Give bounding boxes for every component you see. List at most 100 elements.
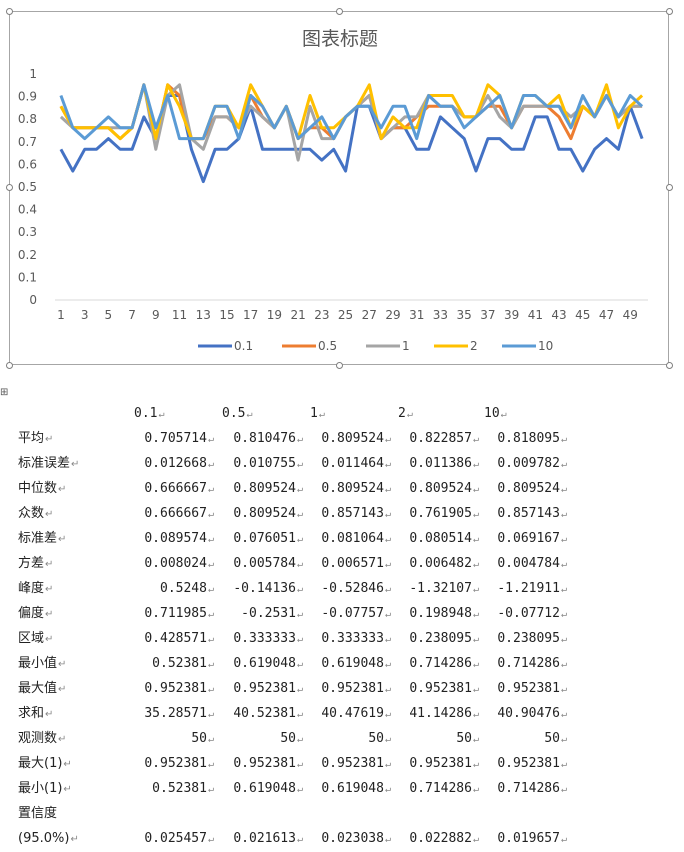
x-tick-label: 23 <box>314 308 329 322</box>
y-tick-label: 0.4 <box>18 203 37 217</box>
table-row: 求和↵ 35.28571↵ 40.52381↵ 40.47619↵ 41.14286↵ 4… <box>0 702 684 726</box>
table-cell: -0.52846↵ <box>321 581 391 596</box>
paragraph-mark: ↵ <box>45 609 54 620</box>
x-tick-label: 1 <box>57 308 65 322</box>
paragraph-mark: ↵ <box>560 534 567 545</box>
paragraph-mark: ↵ <box>384 734 391 745</box>
table-cell: 35.28571↵ <box>144 706 214 721</box>
paragraph-mark: ↵ <box>296 434 303 445</box>
paragraph-mark: ↵ <box>472 559 479 570</box>
table-cell: 0.076051↵ <box>233 531 303 546</box>
y-tick-label: 0 <box>29 293 37 307</box>
paragraph-mark: ↵ <box>71 459 80 470</box>
paragraph-mark: ↵ <box>58 534 67 545</box>
row-label: 中位数↵ <box>18 481 67 496</box>
row-label: 众数↵ <box>18 506 54 521</box>
resize-handle-bottom-mid[interactable] <box>336 362 343 369</box>
paragraph-mark: ↵ <box>58 684 67 695</box>
x-tick-label: 41 <box>528 308 543 322</box>
paragraph-mark: ↵ <box>45 634 54 645</box>
table-cell: 0.019657↵ <box>497 831 567 846</box>
row-label: (95.0%)↵ <box>18 831 79 846</box>
table-cell: 0.238095↵ <box>497 631 567 646</box>
paragraph-mark: ↵ <box>207 509 214 520</box>
table-cell: 0.081064↵ <box>321 531 391 546</box>
x-axis-ticks: 1 3 5 7 9 11 13 15 17 19 21 23 25 27 29 31 33 35 37 39 41 43 4… <box>57 308 638 322</box>
row-label: 观测数↵ <box>18 731 67 746</box>
table-cell: 0.952381↵ <box>497 681 567 696</box>
paragraph-mark: ↵ <box>207 459 214 470</box>
paragraph-mark: ↵ <box>560 584 567 595</box>
x-tick-label: 39 <box>504 308 519 322</box>
y-tick-label: 1 <box>29 67 37 81</box>
table-cell: 0.952381↵ <box>497 756 567 771</box>
paragraph-mark: ↵ <box>560 459 567 470</box>
column-header: 1↵ <box>310 406 325 421</box>
paragraph-mark: ↵ <box>296 734 303 745</box>
resize-handle-mid-right[interactable] <box>666 184 673 191</box>
paragraph-mark: ↵ <box>472 634 479 645</box>
paragraph-mark: ↵ <box>560 834 567 845</box>
row-label: 平均↵ <box>18 431 54 446</box>
x-tick-label: 37 <box>480 308 495 322</box>
series-line-10[interactable] <box>59 83 644 141</box>
table-cell: 0.52381↵ <box>152 656 214 671</box>
y-tick-label: 0.2 <box>18 248 37 262</box>
row-label: 最小(1)↵ <box>18 781 72 796</box>
table-cell: 0.714286↵ <box>409 656 479 671</box>
x-tick-label: 13 <box>196 308 211 322</box>
table-row: 标准差↵ 0.089574↵ 0.076051↵ 0.081064↵ 0.080514↵… <box>0 527 684 551</box>
table-row: 众数↵ 0.666667↵ 0.809524↵ 0.857143↵ 0.761905↵ 0… <box>0 502 684 526</box>
row-label: 标准差↵ <box>18 531 67 546</box>
paragraph-mark: ↵ <box>207 684 214 695</box>
paragraph-mark: ↵ <box>384 559 391 570</box>
paragraph-mark: ↵ <box>384 834 391 845</box>
resize-handle-top-right[interactable] <box>666 8 673 15</box>
table-cell: -1.21911↵ <box>497 581 567 596</box>
resize-handle-mid-left[interactable] <box>6 184 13 191</box>
table-cell: 50↵ <box>191 731 214 746</box>
paragraph-mark: ↵ <box>296 534 303 545</box>
paragraph-mark: ↵ <box>384 634 391 645</box>
paragraph-mark: ↵ <box>406 409 413 420</box>
table-cell: 0.005784↵ <box>233 556 303 571</box>
paragraph-mark: ↵ <box>560 434 567 445</box>
legend-label-0.1: 0.1 <box>234 339 253 353</box>
table-cell: 0.023038↵ <box>321 831 391 846</box>
table-cell: 0.714286↵ <box>409 781 479 796</box>
table-cell: 0.714286↵ <box>497 656 567 671</box>
column-header: 0.1↵ <box>134 406 165 421</box>
x-tick-label: 29 <box>385 308 400 322</box>
paragraph-mark: ↵ <box>560 784 567 795</box>
table-cell: 0.52381↵ <box>152 781 214 796</box>
x-tick-label: 19 <box>267 308 282 322</box>
table-cell: 0.952381↵ <box>144 681 214 696</box>
table-cell: 0.008024↵ <box>144 556 214 571</box>
paragraph-mark: ↵ <box>63 784 72 795</box>
table-cell: 0.006482↵ <box>409 556 479 571</box>
paragraph-mark: ↵ <box>384 784 391 795</box>
row-label: 最大(1)↵ <box>18 756 72 771</box>
table-cell: 0.011464↵ <box>321 456 391 471</box>
paragraph-mark: ↵ <box>560 509 567 520</box>
paragraph-mark: ↵ <box>560 709 567 720</box>
resize-handle-bottom-left[interactable] <box>6 362 13 369</box>
table-anchor-icon[interactable]: ⊞ <box>0 387 9 398</box>
paragraph-mark: ↵ <box>207 584 214 595</box>
table-row: 中位数↵ 0.666667↵ 0.809524↵ 0.809524↵ 0.809524↵… <box>0 477 684 501</box>
paragraph-mark: ↵ <box>500 409 507 420</box>
table-row: 最小(1)↵ 0.52381↵ 0.619048↵ 0.619048↵ 0.714286… <box>0 777 684 801</box>
resize-handle-top-mid[interactable] <box>336 8 343 15</box>
table-cell: 0.809524↵ <box>233 506 303 521</box>
table-cell: 0.822857↵ <box>409 431 479 446</box>
resize-handle-top-left[interactable] <box>6 8 13 15</box>
paragraph-mark: ↵ <box>296 709 303 720</box>
table-cell: 0.857143↵ <box>321 506 391 521</box>
table-cell: 0.428571↵ <box>144 631 214 646</box>
paragraph-mark: ↵ <box>296 684 303 695</box>
resize-handle-bottom-right[interactable] <box>666 362 673 369</box>
table-cell: 50↵ <box>280 731 303 746</box>
paragraph-mark: ↵ <box>560 559 567 570</box>
table-cell: 0.333333↵ <box>233 631 303 646</box>
